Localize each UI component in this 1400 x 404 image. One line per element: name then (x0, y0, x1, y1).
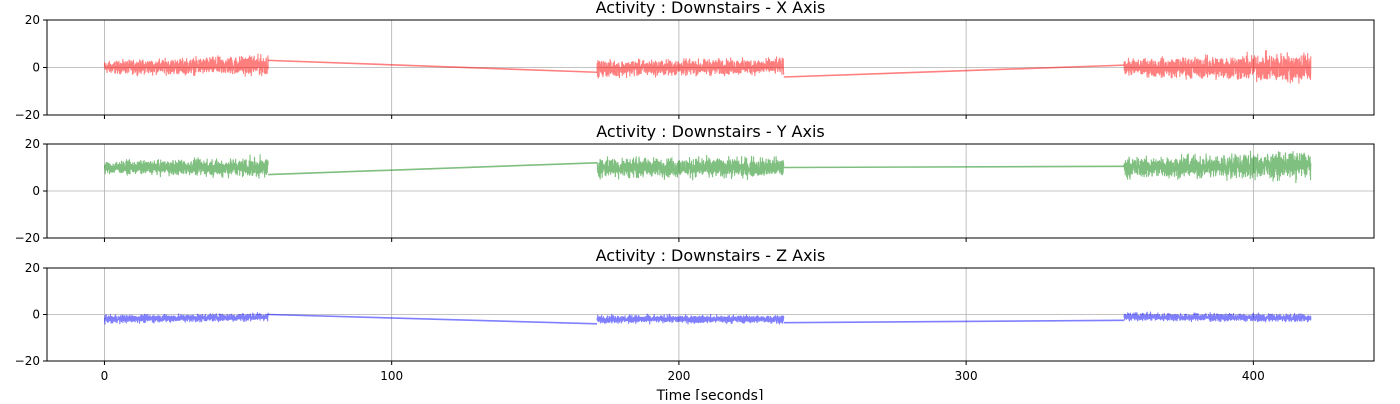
y-tick-label: 20 (25, 137, 40, 151)
subplot-title: Activity : Downstairs - X Axis (596, 0, 826, 17)
signal-segment (103, 154, 269, 179)
subplot-3: 0 100 200 300 400 −20 0 20 Activity : Downstairs… (15, 246, 1375, 383)
signal-segment (596, 56, 785, 79)
x-axis-label: Time [seconds] (656, 388, 764, 400)
subplot-title: Activity : Downstairs - Y Axis (596, 122, 825, 141)
data-series (103, 150, 1312, 184)
signal-segment (1123, 150, 1312, 184)
y-tick-label: −20 (15, 354, 40, 368)
y-tick-label: −20 (15, 108, 40, 122)
y-tick-label: 0 (32, 184, 40, 198)
signal-segment (1123, 311, 1312, 323)
signal-segment (103, 312, 269, 325)
subplot-1: −20 0 20 Activity : Downstairs - X Axis (15, 0, 1375, 122)
x-tick-label: 200 (667, 369, 690, 383)
y-tick-label: 20 (25, 261, 40, 275)
signal-segment (596, 154, 785, 181)
data-series (103, 50, 1312, 84)
gap-connector-line (268, 59, 598, 74)
gap-connector-line (268, 313, 598, 325)
x-tick-label: 0 (101, 369, 109, 383)
x-tick-label: 400 (1242, 369, 1265, 383)
x-tick-label: 300 (955, 369, 978, 383)
data-series (103, 311, 1312, 325)
signal-segment (1123, 50, 1312, 84)
x-tick-label: 100 (380, 369, 403, 383)
y-tick-label: 0 (32, 61, 40, 75)
gap-connector-line (268, 162, 598, 176)
signal-segment (596, 313, 785, 325)
y-tick-label: 0 (32, 308, 40, 322)
gap-connector-line (783, 165, 1125, 169)
gap-connector-line (783, 319, 1125, 324)
y-tick-label: 20 (25, 13, 40, 27)
gap-connector-line (783, 64, 1125, 78)
subplot-2: −20 0 20 Activity : Downstairs - Y Axis (15, 122, 1375, 245)
subplot-title: Activity : Downstairs - Z Axis (596, 246, 826, 265)
signal-segment (103, 53, 269, 77)
y-tick-label: −20 (15, 231, 40, 245)
